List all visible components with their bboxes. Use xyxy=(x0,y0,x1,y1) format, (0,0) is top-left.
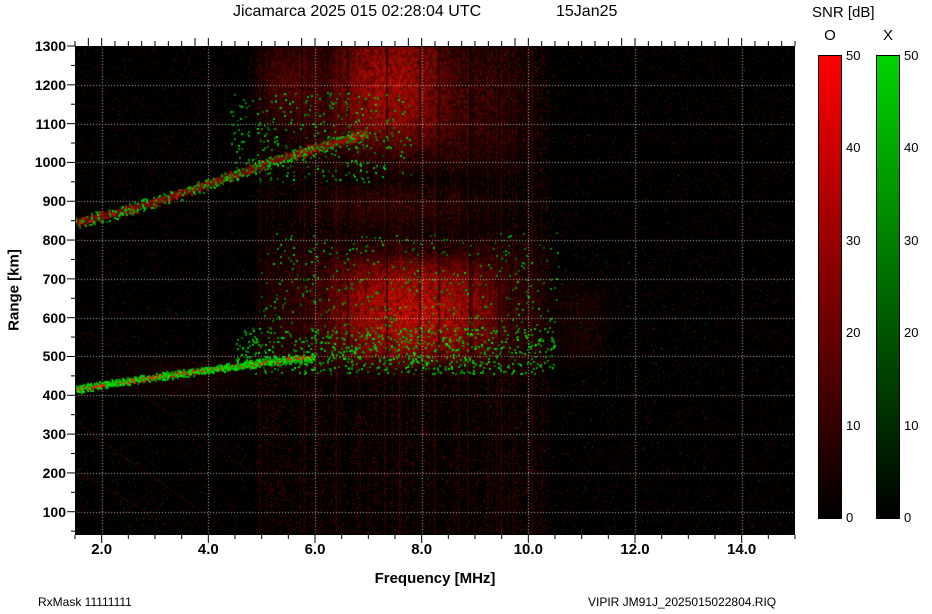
colorbar-mode-label: O xyxy=(824,27,836,44)
colorbar-tick-label: 10 xyxy=(846,417,861,433)
ionogram-canvas xyxy=(75,46,795,535)
data-file-label: VIPIR JM91J_2025015022804.RIQ xyxy=(588,595,777,609)
y-tick-label: 1200 xyxy=(34,76,66,93)
colorbar-tick-label: 30 xyxy=(904,232,919,248)
colorbar-mode-label: X xyxy=(882,27,893,44)
x-mode-colorbar xyxy=(876,55,900,519)
y-tick-label: 500 xyxy=(42,348,66,365)
y-tick-label: 700 xyxy=(42,270,66,287)
o-mode-colorbar xyxy=(818,55,842,519)
plot-area xyxy=(75,46,795,535)
colorbar-tick-label: 20 xyxy=(904,325,919,341)
figure-date: 15Jan25 xyxy=(556,3,618,20)
y-tick-label: 400 xyxy=(42,387,66,404)
y-tick-label: 900 xyxy=(42,193,66,210)
x-tick-label: 10.0 xyxy=(513,541,543,558)
x-tick-label: 4.0 xyxy=(197,541,219,558)
colorbar-tick-label: 40 xyxy=(846,140,861,156)
colorbar-tick-label: 40 xyxy=(904,140,919,156)
y-tick-label: 300 xyxy=(42,426,66,443)
y-tick-label: 1300 xyxy=(34,38,66,54)
x-tick-label: 14.0 xyxy=(727,541,757,558)
x-tick-label: 12.0 xyxy=(620,541,650,558)
colorbar-tick-label: 30 xyxy=(846,232,861,248)
colorbar-tick-label: 50 xyxy=(904,48,919,63)
colorbar-title: SNR [dB] xyxy=(812,4,875,21)
colorbar-tick-label: 10 xyxy=(904,417,919,433)
x-tick-label: 8.0 xyxy=(411,541,433,558)
y-tick-label: 1000 xyxy=(34,154,66,171)
rxmask-label: RxMask 11111111 xyxy=(38,595,132,609)
x-tick-label: 2.0 xyxy=(91,541,113,558)
x-axis-title: Frequency [MHz] xyxy=(374,570,496,587)
y-tick-label: 100 xyxy=(42,503,66,520)
colorbar-tick-label: 20 xyxy=(846,325,861,341)
figure-title: Jicamarca 2025 015 02:28:04 UTC xyxy=(233,3,482,20)
y-tick-label: 800 xyxy=(42,232,66,249)
colorbar-tick-label: 0 xyxy=(904,510,912,525)
y-tick-label: 600 xyxy=(42,309,66,326)
x-tick-label: 6.0 xyxy=(304,541,326,558)
y-tick-label: 1100 xyxy=(35,115,66,132)
colorbar-tick-label: 0 xyxy=(846,510,854,525)
colorbar-tick-label: 50 xyxy=(846,48,861,63)
y-tick-label: 200 xyxy=(42,464,66,481)
